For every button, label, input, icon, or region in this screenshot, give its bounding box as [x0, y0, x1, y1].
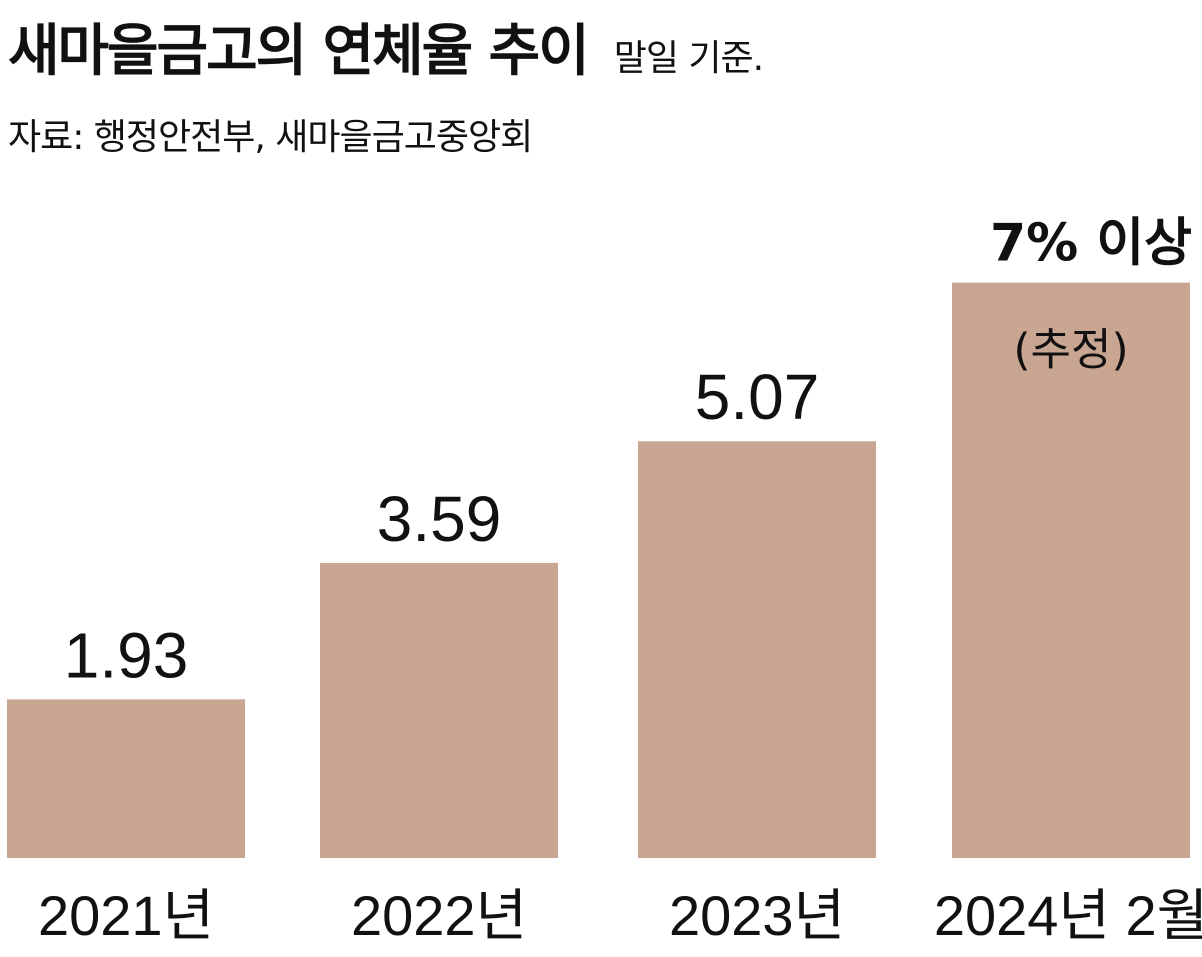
value-label-3: 5.07: [695, 361, 820, 433]
estimate-note: (추정): [1013, 325, 1128, 376]
x-tick-label-2: 2022년: [351, 884, 527, 947]
x-tick-label-4: 2024년 2월: [934, 884, 1202, 947]
chart-subtitle: 말일 기준.: [613, 38, 764, 79]
value-label-1: 1.93: [64, 619, 189, 691]
value-label-2: 3.59: [377, 483, 502, 555]
source-note: 자료: 행정안전부, 새마을금고중앙회: [8, 117, 533, 158]
value-label-4: 7% 이상: [990, 214, 1192, 274]
bar-4: [952, 282, 1190, 859]
title-row: 새마을금고의 연체율 추이 말일 기준.: [8, 6, 764, 87]
x-tick-label-3: 2023년: [669, 884, 845, 947]
bar-2: [320, 562, 558, 858]
bar-3: [638, 441, 876, 858]
chart-title: 새마을금고의 연체율 추이: [8, 19, 590, 84]
x-tick-label-1: 2021년: [38, 884, 214, 947]
bar-1: [7, 699, 245, 858]
